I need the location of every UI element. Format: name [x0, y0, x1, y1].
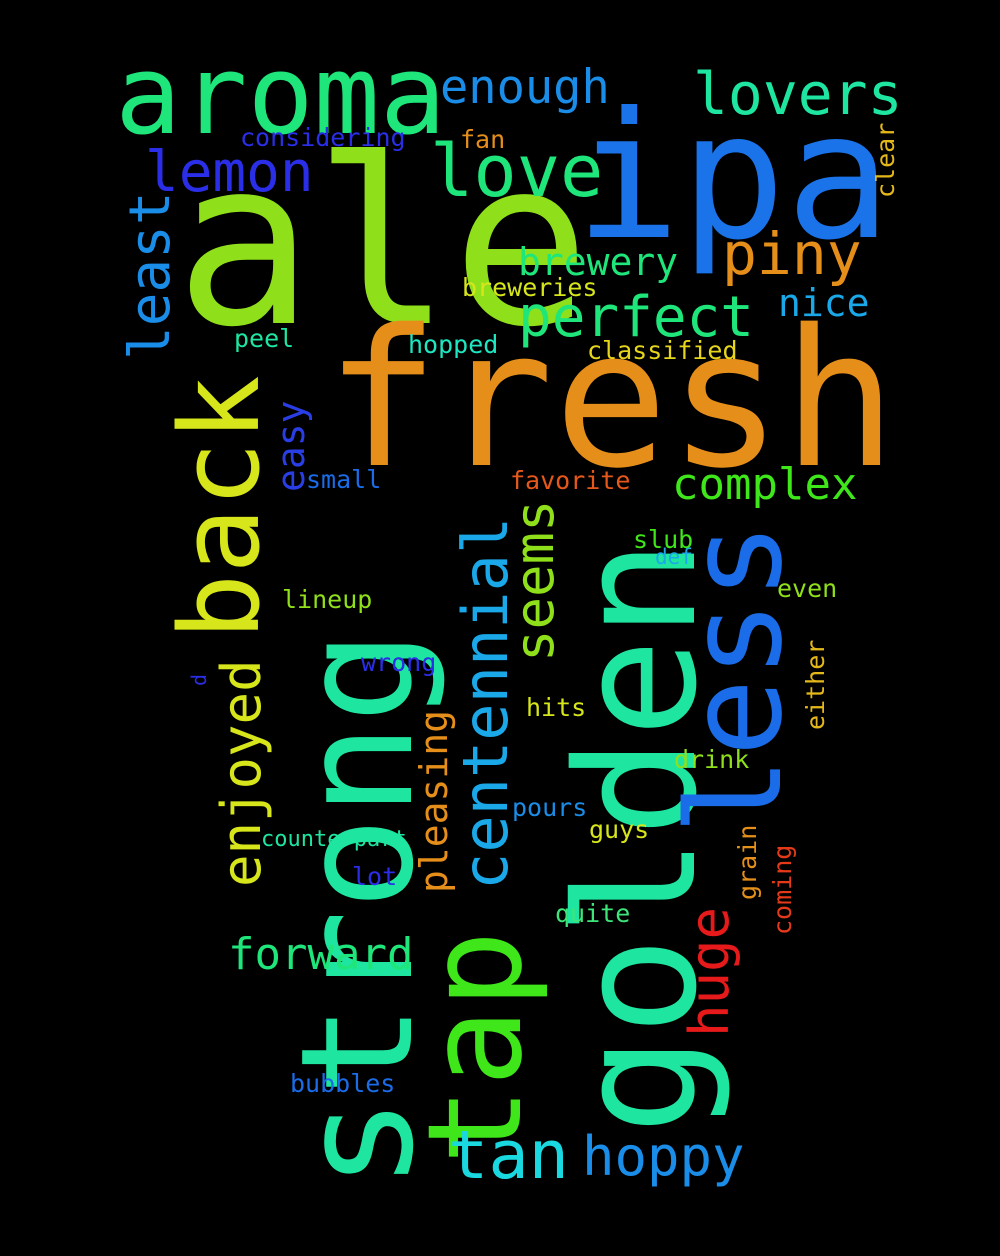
word-forward: forward	[228, 929, 414, 980]
word-classified: classified	[587, 336, 738, 365]
word-guys: guys	[589, 815, 650, 844]
word-love: love	[430, 129, 604, 213]
word-fan: fan	[460, 125, 506, 154]
word-ale: ale	[175, 111, 591, 378]
word-grain: grain	[733, 824, 762, 900]
word-favorite: favorite	[510, 466, 631, 495]
word-hopped: hopped	[408, 330, 499, 359]
word-def: def	[655, 545, 693, 569]
word-counterpart: counterpart	[261, 827, 407, 852]
word-enough: enough	[440, 60, 610, 115]
word-clear: clear	[871, 122, 900, 198]
word-pleasing: pleasing	[412, 709, 456, 893]
word-tan: tan	[448, 1116, 570, 1194]
word-lovers: lovers	[693, 60, 903, 128]
word-ipa: ipa	[575, 76, 892, 279]
word-slub: slub	[633, 525, 694, 554]
word-least: least	[118, 191, 183, 360]
word-breweries: breweries	[462, 273, 598, 302]
word-d: d	[187, 673, 211, 686]
word-piny: piny	[722, 220, 862, 288]
word-enjoyed: enjoyed	[210, 659, 273, 887]
word-lineup: lineup	[282, 585, 373, 614]
word-wrong: wrong	[361, 648, 437, 677]
word-brewery: brewery	[518, 240, 679, 284]
word-fresh: fresh	[325, 289, 897, 510]
word-small: small	[306, 465, 382, 494]
word-considering: considering	[240, 123, 406, 152]
word-hits: hits	[526, 693, 587, 722]
word-lot: lot	[352, 862, 398, 891]
word-bubbles: bubbles	[290, 1069, 396, 1098]
word-lemon: lemon	[145, 140, 314, 205]
word-even: even	[777, 574, 838, 603]
word-quite: quite	[555, 899, 631, 928]
word-back: back	[156, 375, 284, 640]
word-complex: complex	[672, 459, 858, 510]
word-pours: pours	[512, 793, 588, 822]
word-huge: huge	[678, 906, 741, 1037]
word-aroma: aroma	[115, 31, 447, 159]
word-hoppy: hoppy	[582, 1125, 745, 1188]
word-perfect: perfect	[518, 285, 755, 350]
word-coming: coming	[768, 844, 797, 935]
word-peel: peel	[234, 324, 295, 353]
word-seems: seems	[503, 499, 566, 662]
word-either: either	[801, 639, 830, 730]
word-easy: easy	[269, 400, 313, 492]
word-drink: drink	[674, 745, 750, 774]
word-nice: nice	[778, 281, 870, 325]
